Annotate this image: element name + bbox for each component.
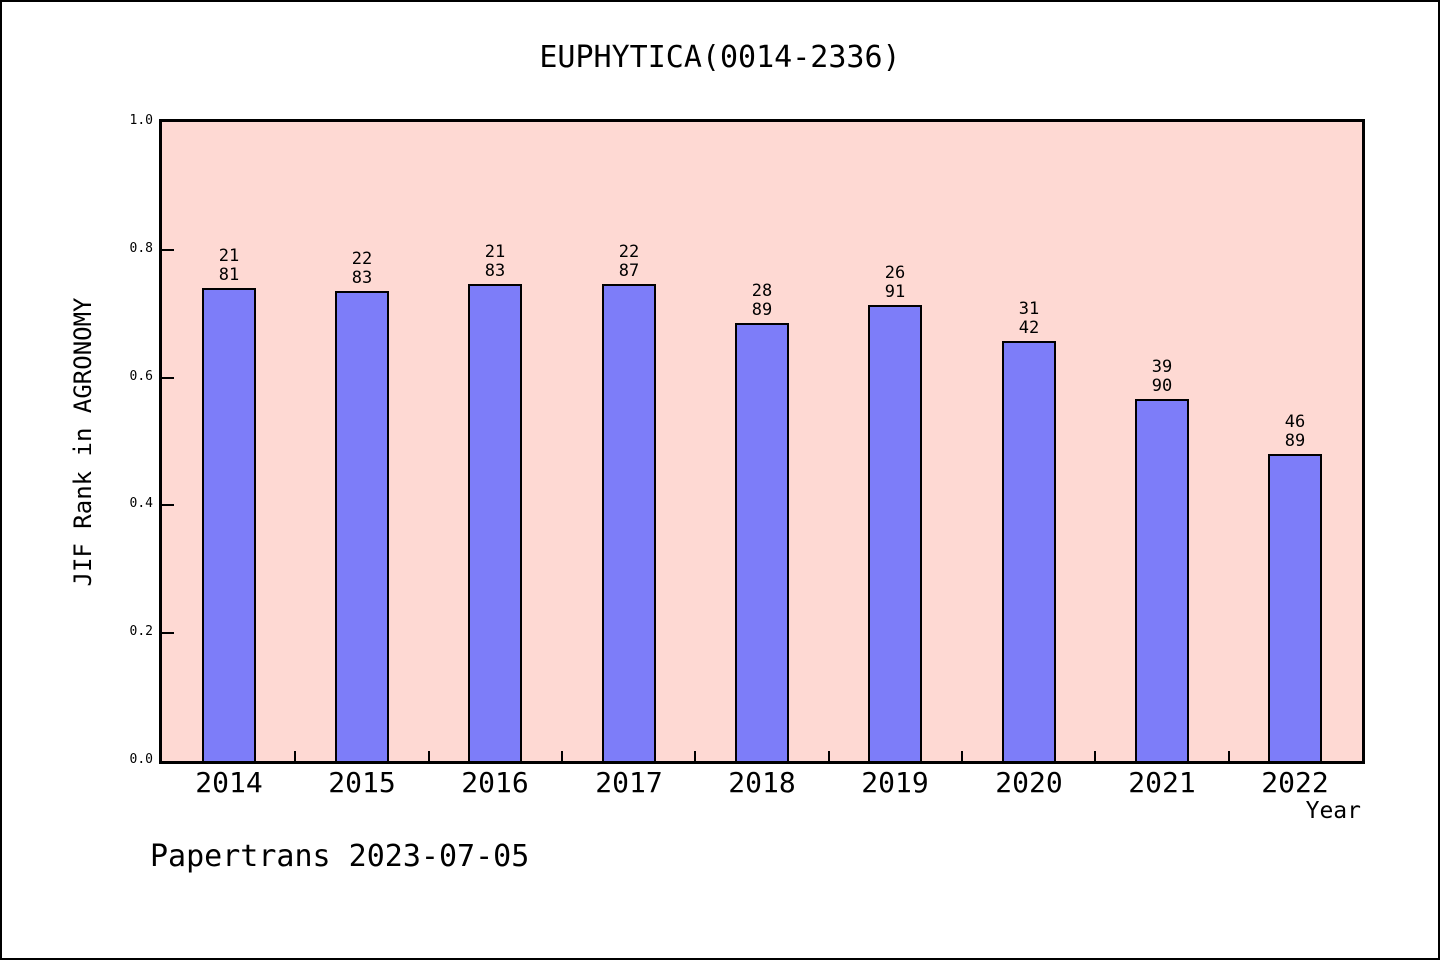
x-tick-label-2018: 2018 — [728, 766, 796, 799]
x-tick-boundary-4 — [694, 751, 696, 761]
y-tick-0.4 — [162, 504, 174, 506]
y-axis-label: JIF Rank in AGRONOMY — [69, 297, 97, 587]
bar-value-label-2019: 26 91 — [884, 263, 906, 302]
x-tick-boundary-6 — [961, 751, 963, 761]
chart-title: EUPHYTICA(0014-2336) — [539, 40, 901, 75]
x-axis-label: Year — [1305, 798, 1361, 824]
x-tick-boundary-7 — [1094, 751, 1096, 761]
x-tick-boundary-2 — [428, 751, 430, 761]
bar-value-label-2014: 21 81 — [218, 246, 240, 285]
bar-value-label-2021: 39 90 — [1151, 357, 1173, 396]
x-tick-label-2020: 2020 — [995, 766, 1063, 799]
bar-2014 — [202, 288, 256, 761]
bar-value-label-2016: 21 83 — [484, 242, 506, 281]
bar-2022 — [1268, 454, 1322, 761]
x-tick-boundary-3 — [561, 751, 563, 761]
x-tick-boundary-8 — [1228, 751, 1230, 761]
x-tick-boundary-1 — [294, 751, 296, 761]
bar-value-label-2018: 28 89 — [751, 281, 773, 320]
y-tick-0.8 — [162, 249, 174, 251]
bar-value-label-2022: 46 89 — [1284, 412, 1306, 451]
y-tick-label-1.0: 1.0 — [129, 113, 153, 128]
bar-value-label-2015: 22 83 — [351, 249, 373, 288]
x-tick-label-2021: 2021 — [1128, 766, 1196, 799]
x-tick-boundary-5 — [828, 751, 830, 761]
x-tick-label-2017: 2017 — [595, 766, 663, 799]
y-tick-label-0.0: 0.0 — [129, 752, 153, 767]
bar-2016 — [468, 284, 522, 761]
footer-text: Papertrans 2023-07-05 — [150, 839, 530, 874]
x-tick-label-2014: 2014 — [195, 766, 263, 799]
y-tick-label-0.8: 0.8 — [129, 241, 153, 256]
bar-2018 — [735, 323, 789, 761]
x-tick-label-2019: 2019 — [861, 766, 929, 799]
plot-area: 21 81 22 83 21 83 22 87 28 89 26 91 31 42 39 90… — [159, 119, 1365, 764]
bar-value-label-2020: 31 42 — [1018, 299, 1040, 338]
x-tick-label-2016: 2016 — [461, 766, 529, 799]
bar-2020 — [1002, 341, 1056, 761]
x-tick-label-2022: 2022 — [1261, 766, 1329, 799]
y-tick-0.2 — [162, 632, 174, 634]
x-tick-label-2015: 2015 — [328, 766, 396, 799]
bar-2017 — [602, 284, 656, 761]
bar-2021 — [1135, 399, 1189, 761]
y-tick-0.6 — [162, 377, 174, 379]
y-tick-label-0.4: 0.4 — [129, 496, 153, 511]
bar-2015 — [335, 291, 389, 761]
bar-2019 — [868, 305, 922, 761]
y-tick-label-0.2: 0.2 — [129, 624, 153, 639]
bar-value-label-2017: 22 87 — [618, 242, 640, 281]
y-tick-label-0.6: 0.6 — [129, 369, 153, 384]
